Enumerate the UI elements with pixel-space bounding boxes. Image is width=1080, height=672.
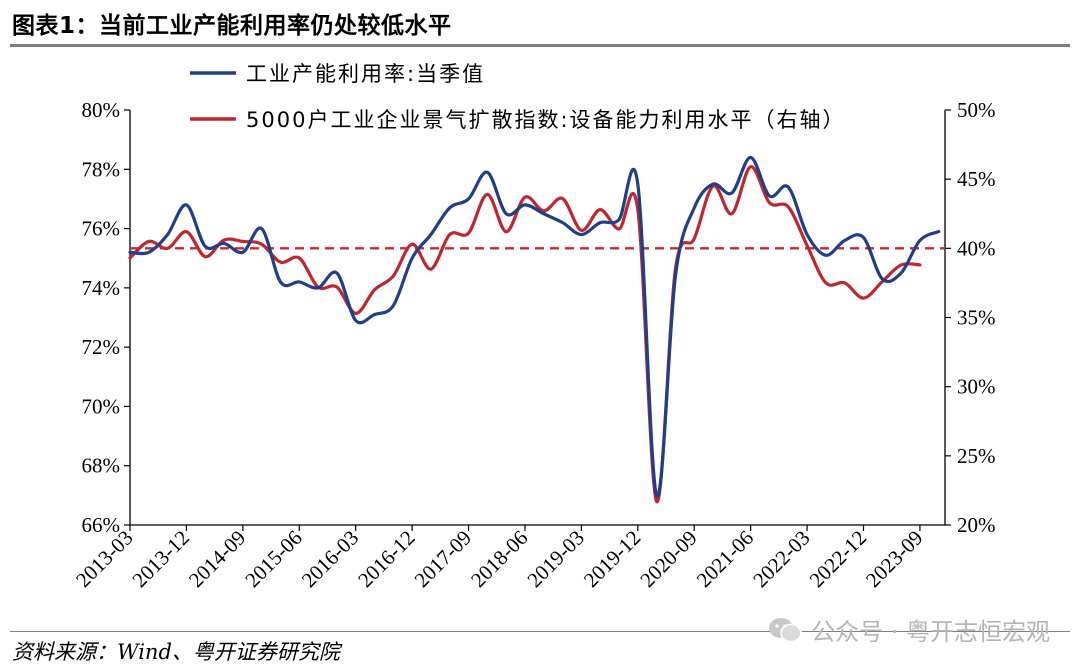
x-tick-label: 2016-12 <box>353 526 419 592</box>
left-tick-label: 68% <box>82 454 121 478</box>
x-tick-label: 2019-12 <box>579 526 645 592</box>
left-tick-label: 80% <box>82 98 121 122</box>
left-tick-label: 76% <box>82 217 121 241</box>
wechat-icon <box>769 617 802 642</box>
x-tick-label: 2022-03 <box>748 526 814 592</box>
watermark: 公众号 · 粤开志恒宏观 <box>767 612 1050 647</box>
series-equipment-index-line <box>128 165 922 504</box>
right-tick-label: 35% <box>957 306 996 330</box>
x-tick-label: 2019-03 <box>522 526 588 592</box>
left-tick-label: 72% <box>82 335 121 359</box>
legend-label-2: 5000户工业企业景气扩散指数:设备能力利用水平（右轴） <box>246 108 846 132</box>
x-tick-label: 2021-06 <box>692 526 758 592</box>
left-tick-label: 70% <box>82 394 121 418</box>
x-tick-label: 2018-06 <box>466 526 532 592</box>
right-tick-label: 30% <box>957 375 996 399</box>
left-tick-label: 78% <box>82 157 121 181</box>
left-tick-label: 74% <box>82 276 121 300</box>
source-note: 资料来源：Wind、粤开证券研究院 <box>12 640 340 664</box>
watermark-text: 公众号 · 粤开志恒宏观 <box>811 618 1050 646</box>
right-tick-label: 45% <box>957 167 996 191</box>
right-tick-label: 20% <box>957 513 996 537</box>
footer-divider <box>10 631 1070 632</box>
x-tick-label: 2022-12 <box>805 526 871 592</box>
x-tick-label: 2016-03 <box>297 526 363 592</box>
right-tick-label: 25% <box>957 444 996 468</box>
right-tick-label: 40% <box>957 236 996 260</box>
header-divider <box>10 44 1070 47</box>
x-tick-label: 2023-09 <box>861 526 927 592</box>
x-tick-label: 2014-09 <box>184 526 250 592</box>
series-capacity-utilization-line <box>128 155 941 498</box>
x-tick-label: 2015-06 <box>240 526 306 592</box>
legend-label-1: 工业产能利用率:当季值 <box>246 62 485 86</box>
left-tick-label: 66% <box>82 513 121 537</box>
x-tick-label: 2013-12 <box>127 526 193 592</box>
right-tick-label: 50% <box>957 98 996 122</box>
page-title: 图表1：当前工业产能利用率仍处较低水平 <box>12 13 452 39</box>
x-tick-label: 2020-09 <box>635 526 701 592</box>
x-tick-label: 2017-09 <box>410 526 476 592</box>
